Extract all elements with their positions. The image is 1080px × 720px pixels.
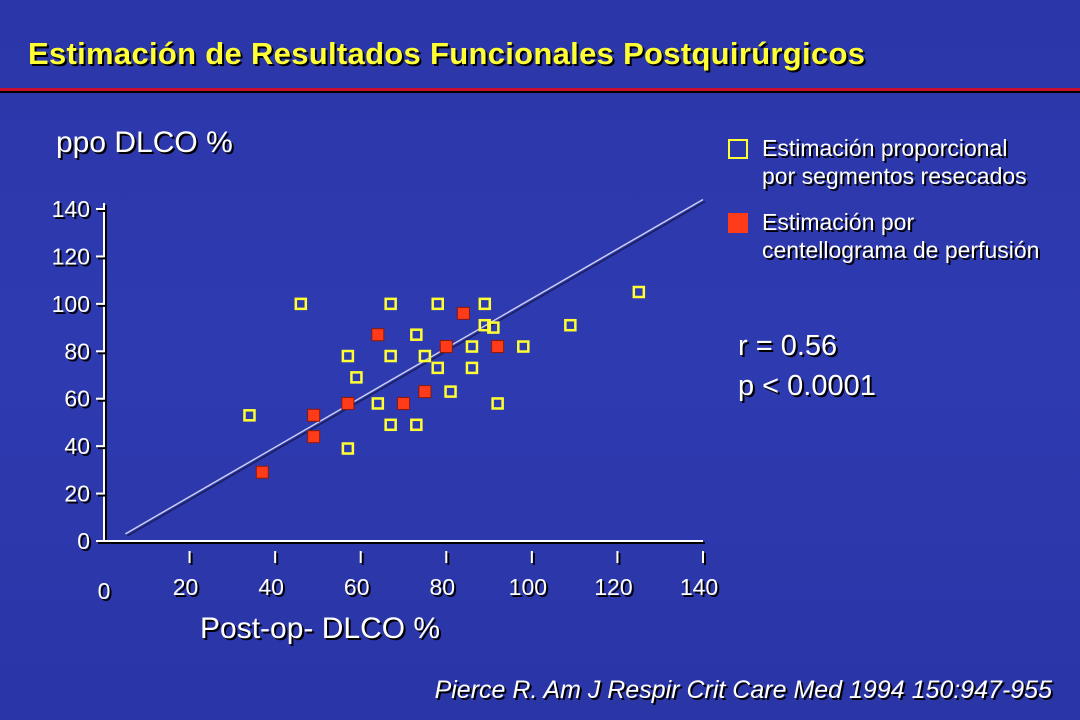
x-tick-label-shadow: 40 (260, 576, 286, 602)
open-square-point (341, 349, 355, 363)
y-axis-label: ppo DLCO % (56, 126, 233, 159)
open-square-point (431, 297, 444, 311)
legend-label-line1: Estimación proporcional (762, 135, 1008, 161)
open-square-point (294, 297, 308, 311)
y-tick-label: 60 (64, 386, 90, 412)
x-tick-label: 120 (594, 574, 632, 600)
open-square-point (491, 397, 504, 410)
y-tick-label: 40 (64, 433, 90, 459)
y-tick-label-shadow: 60 (66, 388, 92, 414)
open-square-point (478, 318, 492, 332)
y-tick-label-shadow: 0 (79, 530, 92, 556)
x-tick-label-shadow: 80 (431, 576, 457, 602)
open-square-point (384, 418, 397, 432)
filled-square-point (491, 340, 505, 354)
y-tick-label: 20 (64, 481, 90, 507)
x-tick-label: 100 (509, 574, 547, 600)
correlation-r: r = 0.56 (738, 330, 838, 362)
title-underline (0, 88, 1080, 91)
legend-label-line1: Estimación por (762, 209, 915, 235)
filled-square-point (255, 465, 269, 479)
open-square-point (341, 442, 355, 455)
legend-item-perfusion: Estimación por centellograma de perfusió… (728, 208, 1039, 264)
statistics: r = 0.56 p < 0.0001 (738, 326, 876, 406)
x-tick-label: 60 (344, 574, 370, 600)
open-square-point (384, 349, 397, 363)
open-square-point (371, 397, 385, 410)
filled-square-point (456, 306, 470, 320)
page-title: Estimación de Resultados Funcionales Pos… (28, 36, 866, 71)
legend: Estimación proporcional por segmentos re… (728, 134, 1039, 282)
y-tick-label-shadow: 80 (66, 340, 92, 366)
x-tick-label: 80 (429, 574, 455, 600)
y-tick-label: 0 (77, 528, 90, 554)
open-square-point (465, 340, 479, 353)
open-square-point (243, 409, 256, 422)
y-tick-label: 80 (64, 338, 90, 364)
citation: Pierce R. Am J Respir Crit Care Med 1994… (434, 676, 1052, 704)
open-square-point (431, 361, 444, 375)
legend-item-proportional: Estimación proporcional por segmentos re… (728, 134, 1039, 190)
regression-line-group (125, 198, 706, 537)
filled-square-point (371, 328, 385, 342)
regression-line-shadow (127, 200, 706, 537)
open-square-point (478, 297, 492, 311)
filled-square-point (341, 396, 355, 410)
x-axis-label: Post-op- DLCO % (200, 612, 441, 645)
data-points (243, 285, 646, 479)
y-tick-label-shadow: 100 (54, 293, 92, 319)
filled-square-icon (728, 213, 748, 233)
x-tick-label-zero-shadow: 0 (100, 580, 113, 606)
filled-square-point (418, 385, 432, 399)
open-square-point (410, 328, 423, 341)
y-tick-label-shadow: 20 (66, 483, 92, 509)
open-square-point (410, 418, 423, 432)
x-tick-label: 20 (173, 574, 199, 600)
regression-line (125, 198, 704, 535)
y-tick-label-shadow: 140 (54, 198, 92, 224)
axes (103, 203, 705, 544)
p-value: p < 0.0001 (738, 370, 876, 402)
filled-square-point (307, 408, 321, 422)
x-tick-label-shadow: 60 (346, 576, 372, 602)
open-square-point (384, 297, 397, 311)
x-tick-label-shadow: 120 (596, 576, 634, 602)
open-square-point (632, 285, 646, 299)
open-square-point (487, 321, 500, 334)
open-square-point (444, 385, 457, 398)
x-tick-label: 40 (258, 574, 284, 600)
legend-label-line2: centellograma de perfusión (762, 237, 1040, 263)
open-square-point (564, 318, 577, 332)
open-square-point (350, 371, 363, 384)
x-tick-label-shadow: 100 (511, 576, 549, 602)
y-tick-label: 140 (52, 196, 90, 222)
y-tick-label-shadow: 40 (66, 435, 92, 461)
x-tick-label-shadow: 20 (175, 576, 201, 602)
open-square-icon (728, 139, 748, 159)
filled-square-point (397, 396, 410, 410)
filled-square-point (439, 340, 453, 354)
y-tick-label-shadow: 120 (54, 245, 92, 271)
filled-square-point (307, 430, 321, 444)
legend-label-line2: por segmentos resecados (762, 163, 1027, 189)
x-tick-label-shadow: 140 (682, 576, 720, 602)
x-tick-label: 140 (680, 574, 718, 600)
open-square-point (418, 349, 432, 363)
y-tick-label: 100 (52, 291, 90, 317)
open-square-point (517, 340, 530, 353)
y-tick-label: 120 (52, 243, 90, 269)
x-tick-label-zero: 0 (98, 578, 111, 604)
open-square-point (465, 361, 479, 375)
